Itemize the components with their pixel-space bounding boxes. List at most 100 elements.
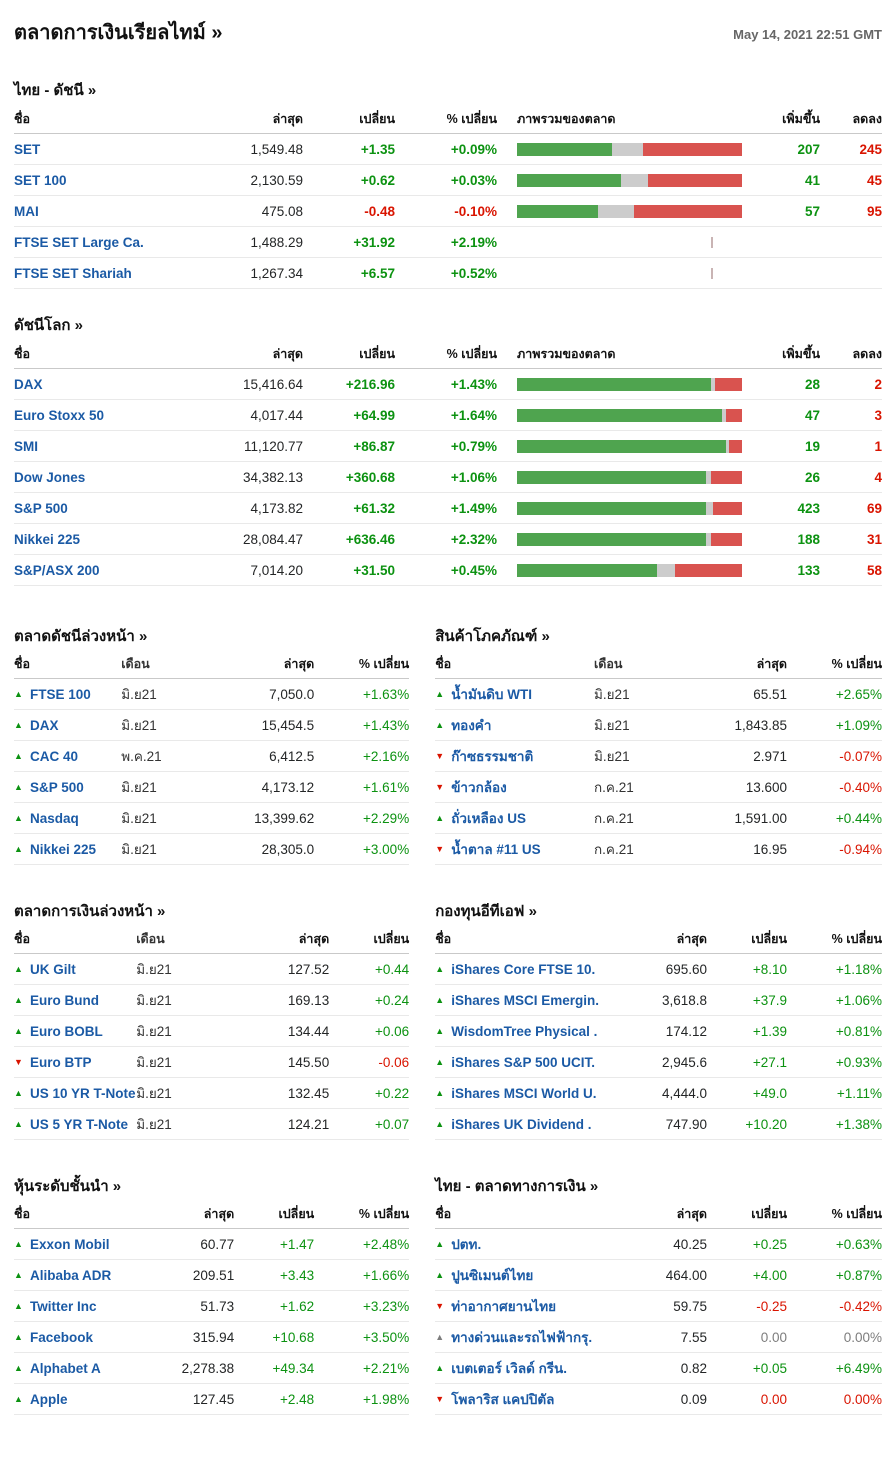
index-name-link[interactable]: MAI: [14, 203, 39, 219]
instrument-link[interactable]: Euro BTP: [30, 1054, 92, 1070]
panel-title-commodities[interactable]: สินค้าโภคภัณฑ์ »: [435, 628, 550, 645]
page-title[interactable]: ตลาดการเงินเรียลไทม์ »: [14, 22, 223, 44]
panel-title-top-stocks[interactable]: หุ้นระดับชั้นนำ »: [14, 1178, 122, 1195]
breadth-gray-segment: [706, 470, 711, 484]
instrument-link[interactable]: WisdomTree Physical .: [451, 1023, 598, 1039]
breadth-gray-segment: [721, 408, 727, 422]
section-title-thai-indices[interactable]: ไทย - ดัชนี »: [14, 82, 97, 99]
instrument-link[interactable]: Nikkei 225: [30, 841, 97, 857]
section-title-world-indices[interactable]: ดัชนีโลก »: [14, 317, 84, 334]
col-header-pct: % เปลี่ยน: [831, 932, 882, 946]
instrument-link[interactable]: น้ำมันดิบ WTI: [451, 687, 532, 702]
instrument-link[interactable]: Euro Bund: [30, 992, 99, 1008]
down-arrow-icon: ▼: [435, 1393, 445, 1404]
index-name-link[interactable]: SET 100: [14, 172, 67, 188]
index-name-link[interactable]: SMI: [14, 438, 39, 454]
up-arrow-icon: ▲: [14, 963, 23, 974]
instrument-link[interactable]: ถั่วเหลือง US: [451, 811, 526, 826]
month-value: มิ.ย21: [136, 1086, 172, 1101]
instrument-link[interactable]: UK Gilt: [30, 961, 76, 977]
change-value: +0.06: [375, 1023, 410, 1039]
instrument-link[interactable]: US 10 YR T-Note: [30, 1085, 136, 1101]
panel-title-etfs[interactable]: กองทุนอีทีเอฟ »: [435, 903, 537, 920]
up-arrow-icon: ▲: [435, 1087, 445, 1098]
instrument-link[interactable]: โพลาริส แคปปิตัล: [451, 1392, 555, 1407]
market-breadth-bar: [517, 408, 742, 422]
panel-header-row: ชื่อ เดือน ล่าสุด เปลี่ยน: [14, 925, 410, 954]
instrument-link[interactable]: ปตท.: [451, 1237, 482, 1252]
breadth-red-segment: [710, 532, 742, 546]
instrument-link[interactable]: ปูนซิเมนต์ไทย: [451, 1268, 534, 1283]
index-name-link[interactable]: S&P/ASX 200: [14, 562, 100, 578]
col-header-name: ชื่อ: [14, 932, 30, 946]
instrument-link[interactable]: iShares Core FTSE 10.: [451, 961, 596, 977]
instrument-link[interactable]: DAX: [30, 717, 59, 733]
instrument-link[interactable]: ข้าวกล้อง: [451, 780, 507, 795]
instrument-link[interactable]: CAC 40: [30, 748, 79, 764]
breadth-gray-segment: [726, 439, 729, 453]
last-value: 51.73: [200, 1298, 235, 1314]
last-value: 7,050.0: [269, 686, 315, 702]
last-value: 127.45: [192, 1391, 235, 1407]
instrument-link[interactable]: Apple: [30, 1391, 68, 1407]
instrument-link[interactable]: Nasdaq: [30, 810, 79, 826]
index-name-link[interactable]: SET: [14, 141, 41, 157]
instrument-link[interactable]: ทองคำ: [451, 718, 492, 733]
last-value: 0.82: [680, 1360, 707, 1376]
instrument-cell: ▲ FTSE 100: [14, 687, 121, 702]
pct-value: +3.50%: [363, 1329, 410, 1345]
quote-row: ▲ Apple 127.45 +2.48 +1.98%: [14, 1384, 410, 1415]
instrument-link[interactable]: iShares MSCI World U.: [451, 1085, 597, 1101]
index-name-link[interactable]: S&P 500: [14, 500, 68, 516]
instrument-link[interactable]: FTSE 100: [30, 686, 91, 702]
up-arrow-icon: ▲: [435, 1118, 445, 1129]
instrument-link[interactable]: Euro BOBL: [30, 1023, 103, 1039]
quote-row: ▲ ถั่วเหลือง US ก.ค.21 1,591.00 +0.44%: [435, 803, 882, 834]
change-value: -0.48: [364, 203, 395, 219]
instrument-link[interactable]: Twitter Inc: [30, 1298, 97, 1314]
panel-title-financial-futures[interactable]: ตลาดการเงินล่วงหน้า »: [14, 903, 166, 920]
last-value: 127.52: [287, 961, 330, 977]
panel-header-row: ชื่อ เดือน ล่าสุด % เปลี่ยน: [435, 650, 882, 679]
change-value: +0.44: [375, 961, 410, 977]
instrument-link[interactable]: Exxon Mobil: [30, 1236, 110, 1252]
up-arrow-icon: ▲: [14, 812, 23, 823]
up-arrow-icon: ▲: [435, 994, 445, 1005]
instrument-link[interactable]: Facebook: [30, 1329, 94, 1345]
month-value: มิ.ย21: [121, 718, 157, 733]
instrument-link[interactable]: Alphabet A: [30, 1360, 101, 1376]
market-breadth-bar: [517, 236, 742, 249]
instrument-link[interactable]: ทางด่วนและรถไฟฟ้ากรุ.: [451, 1330, 593, 1345]
advancers-count: 188: [797, 531, 820, 547]
quote-row: ▲ Euro BOBL มิ.ย21 134.44 +0.06: [14, 1016, 410, 1047]
quote-row: ▼ น้ำตาล #11 US ก.ค.21 16.95 -0.94%: [435, 834, 882, 865]
change-value: +86.87: [353, 438, 395, 454]
instrument-link[interactable]: iShares MSCI Emergin.: [451, 992, 599, 1008]
col-header-pct: % เปลี่ยน: [358, 1207, 410, 1221]
index-name-link[interactable]: FTSE SET Shariah: [14, 265, 132, 281]
instrument-link[interactable]: ท่าอากาศยานไทย: [451, 1299, 557, 1314]
panel-title-index-futures[interactable]: ตลาดดัชนีล่วงหน้า »: [14, 628, 148, 645]
index-name-link[interactable]: Nikkei 225: [14, 531, 81, 547]
index-name-link[interactable]: FTSE SET Large Ca.: [14, 234, 144, 250]
instrument-link[interactable]: น้ำตาล #11 US: [451, 842, 541, 857]
instrument-link[interactable]: US 5 YR T-Note: [30, 1116, 129, 1132]
col-header-last: ล่าสุด: [283, 657, 315, 671]
index-name-link[interactable]: DAX: [14, 376, 43, 392]
instrument-cell: ▲ iShares MSCI Emergin.: [435, 993, 599, 1008]
instrument-link[interactable]: iShares UK Dividend .: [451, 1116, 592, 1132]
index-name-link[interactable]: Dow Jones: [14, 469, 86, 485]
index-name-link[interactable]: Euro Stoxx 50: [14, 407, 105, 423]
month-value: มิ.ย21: [121, 780, 157, 795]
col-header-pct-change: % เปลี่ยน: [446, 111, 497, 126]
instrument-link[interactable]: Alibaba ADR: [30, 1267, 112, 1283]
instrument-link[interactable]: เบตเตอร์ เวิลด์ กรีน.: [451, 1361, 568, 1376]
instrument-link[interactable]: iShares S&P 500 UCIT.: [451, 1054, 596, 1070]
instrument-link[interactable]: ก๊าซธรรมชาติ: [451, 749, 534, 764]
quote-row: ▲ UK Gilt มิ.ย21 127.52 +0.44: [14, 954, 410, 985]
down-arrow-icon: ▼: [14, 1056, 23, 1067]
panel-title-thai-financial-market[interactable]: ไทย - ตลาดทางการเงิน »: [435, 1178, 599, 1195]
index-row: MAI 475.08 -0.48 -0.10% 57 95: [14, 196, 882, 227]
instrument-link[interactable]: S&P 500: [30, 779, 84, 795]
bar-tick-mark: [710, 236, 713, 248]
